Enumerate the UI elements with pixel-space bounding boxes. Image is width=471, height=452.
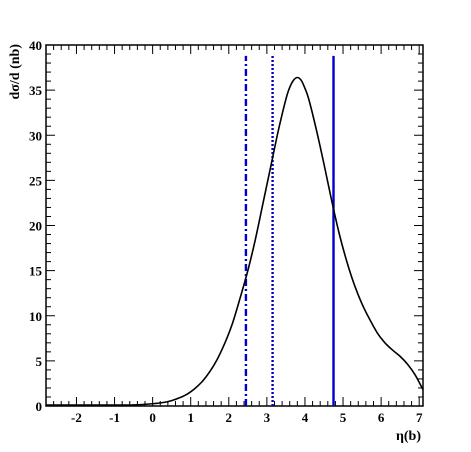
y-tick-label: 40 [29,38,42,53]
x-axis-title: η(b) [396,429,421,444]
y-tick-label: 15 [29,264,43,279]
y-axis-title: dσ/d (nb) [8,44,23,100]
y-tick-label: 5 [36,354,43,369]
y-tick-labels: 0 5 10 15 20 25 30 35 40 [29,38,43,414]
y-tick-label: 10 [29,309,42,324]
x-tick-label: 2 [226,410,233,425]
x-tick-label: 0 [149,410,156,425]
y-tick-label: 0 [36,399,43,414]
y-tick-label: 20 [29,219,42,234]
x-tick-label: 1 [187,410,194,425]
distribution-curve [46,76,424,406]
y-tick-label: 25 [29,173,43,188]
y-tick-label: 30 [29,128,42,143]
x-tick-label: 5 [340,410,347,425]
x-tick-label: 4 [302,410,309,425]
x-tick-label: 3 [264,410,271,425]
x-tick-label: -1 [109,410,120,425]
x-tick-label: 6 [378,410,385,425]
axis-ticks [45,44,423,407]
y-tick-label: 35 [29,83,43,98]
vertical-lines [244,55,335,406]
plot-frame [45,44,424,407]
x-tick-label: 7 [416,410,423,425]
x-tick-labels: -2 -1 0 1 2 3 4 5 6 7 [71,410,423,425]
x-tick-label: -2 [71,410,82,425]
